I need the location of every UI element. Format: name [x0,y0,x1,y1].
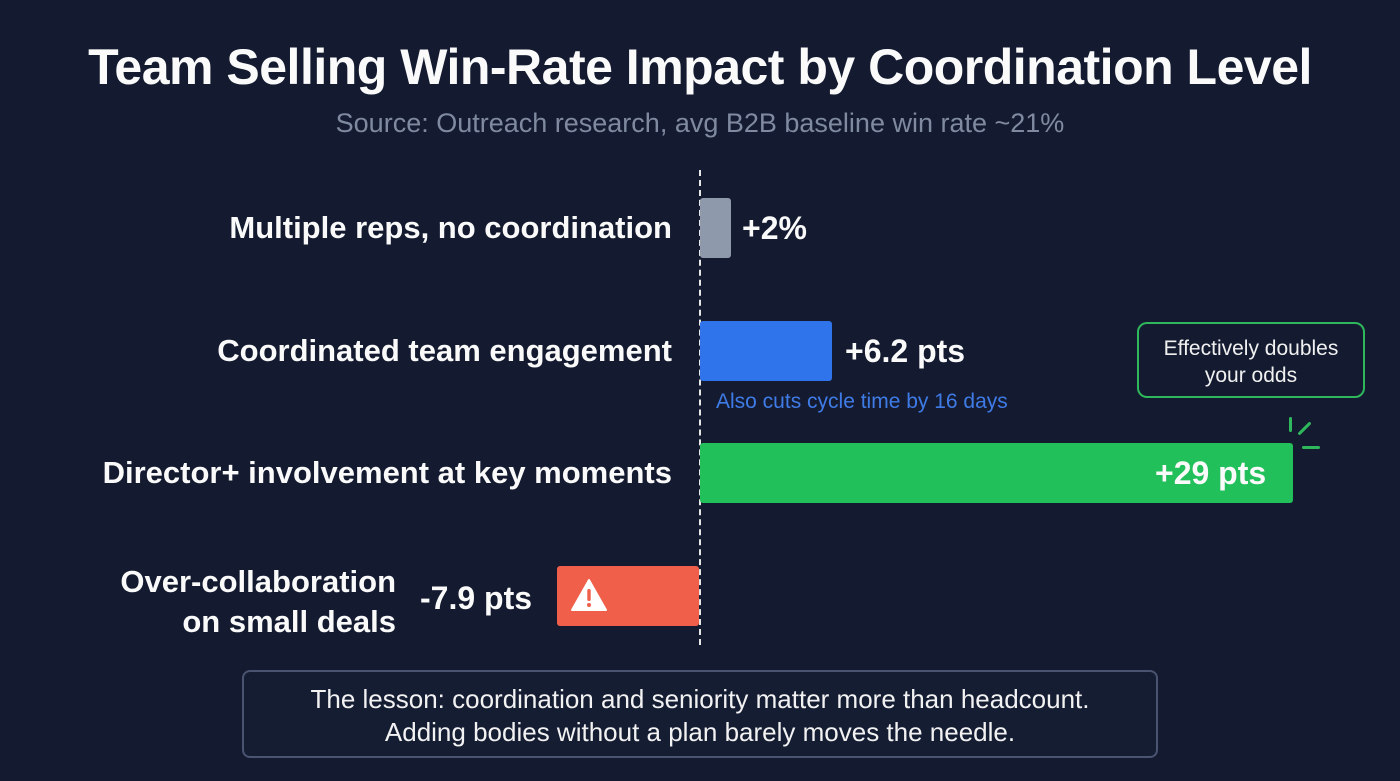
sparkle-icon [1289,417,1292,432]
row-label-director: Director+ involvement at key moments [102,455,672,490]
value-coordinated: +6.2 pts [845,333,966,369]
row-label-line1: Over-collaboration [120,564,396,599]
callout-line2: your odds [1204,364,1298,387]
lesson-box: The lesson: coordination and seniority m… [242,670,1158,758]
cycle-time-note: Also cuts cycle time by 16 days [716,390,1008,413]
row-label-coordinated: Coordinated team engagement [217,333,672,368]
sparkle-icon [1302,446,1320,449]
row-label-over-collab: Over-collaboration on small deals [40,562,396,642]
bar-coordinated [700,321,832,381]
bar-director [700,443,1293,503]
baseline-axis [699,170,701,645]
lesson-line2: Adding bodies without a plan barely move… [384,717,1016,747]
doubles-odds-callout: Effectively doubles your odds [1137,322,1365,398]
callout-line1: Effectively doubles [1163,337,1339,360]
sparkle-icon [1297,421,1312,436]
row-label-line2: on small deals [182,604,396,639]
chart-title: Team Selling Win-Rate Impact by Coordina… [88,39,1312,95]
row-label-no-coordination: Multiple reps, no coordination [229,210,672,245]
value-director: +29 pts [1155,455,1267,491]
chart-subtitle: Source: Outreach research, avg B2B basel… [335,108,1065,138]
lesson-line1: The lesson: coordination and seniority m… [310,684,1090,714]
value-no-coordination: +2% [742,210,807,246]
warning-icon [571,579,607,611]
bar-no-coordination [700,198,731,258]
value-over-collab: -7.9 pts [420,580,533,616]
